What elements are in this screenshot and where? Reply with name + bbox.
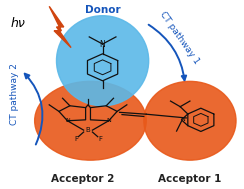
Ellipse shape: [144, 81, 236, 160]
Text: F: F: [98, 136, 102, 142]
Text: N: N: [100, 40, 105, 49]
Text: N: N: [106, 118, 111, 123]
Text: B: B: [86, 127, 91, 133]
Polygon shape: [49, 6, 71, 48]
Text: N: N: [65, 118, 70, 123]
Text: hν: hν: [10, 17, 25, 30]
Ellipse shape: [57, 16, 149, 106]
Text: CT pathway 1: CT pathway 1: [158, 10, 201, 66]
Text: CT pathway 2: CT pathway 2: [10, 64, 19, 125]
Text: Donor: Donor: [85, 5, 120, 15]
Ellipse shape: [35, 81, 146, 160]
Text: Acceptor 1: Acceptor 1: [158, 174, 222, 184]
Text: Acceptor 2: Acceptor 2: [51, 174, 115, 184]
Text: N: N: [180, 117, 185, 122]
Text: F: F: [74, 136, 78, 142]
